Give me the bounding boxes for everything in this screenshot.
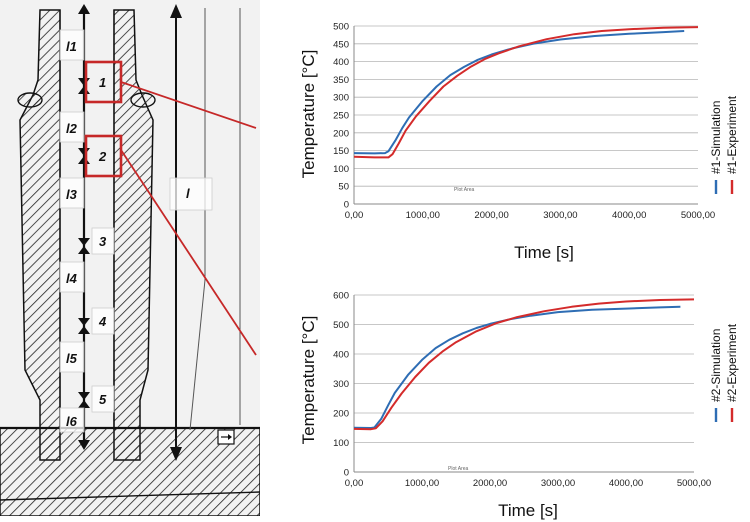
- legend-label: #1-Experiment: [725, 95, 739, 174]
- y-tick-label: 200: [333, 128, 349, 139]
- x-tick-label: 3000,00: [541, 478, 575, 489]
- label-l5: l5: [66, 351, 78, 366]
- chart-2-legend: #2-Simulation #2-Experiment: [709, 323, 739, 422]
- legend-label: #2-Experiment: [725, 323, 739, 402]
- label-l1: l1: [66, 39, 77, 54]
- point-label-3: 3: [99, 234, 107, 249]
- series-line-#1-Experiment: [353, 26, 699, 159]
- chart-1-x-ticks: 0,00 1000,00 2000,00 3000,00 4000,00 5000,00: [345, 210, 715, 221]
- x-tick-label: 5000,00: [681, 210, 715, 221]
- chart-2-series: [353, 298, 695, 431]
- chart-2-plot-area-label: Plot Area: [448, 466, 469, 472]
- y-tick-label: 400: [333, 57, 349, 68]
- point-label-5: 5: [99, 392, 107, 407]
- legend-label: #1-Simulation: [709, 101, 723, 174]
- chart-1-y-ticks: 0 50 100 150 200 250 300 350 400 450 500: [333, 22, 349, 211]
- chart-1-grid: [354, 25, 698, 205]
- x-tick-label: 3000,00: [543, 210, 577, 221]
- series-line-#2-Experiment: [353, 298, 695, 431]
- label-l-total: l: [186, 186, 190, 201]
- point-label-2: 2: [98, 149, 107, 164]
- chart-2-y-axis-label: Temperature [°C]: [299, 316, 318, 445]
- y-tick-label: 600: [333, 291, 349, 302]
- legend-label: #2-Simulation: [709, 329, 723, 402]
- y-tick-label: 150: [333, 146, 349, 157]
- y-tick-label: 300: [333, 93, 349, 104]
- label-l6: l6: [66, 414, 78, 429]
- y-tick-label: 100: [333, 438, 349, 449]
- chart-point-2: 0 100 200 300 400 500 600 0,00 1000,00 2000,00 30…: [299, 291, 739, 521]
- x-tick-label: 4000,00: [612, 210, 646, 221]
- y-tick-label: 450: [333, 39, 349, 50]
- y-tick-label: 500: [333, 320, 349, 331]
- chart-2-x-ticks: 0,00 1000,00 2000,00 3000,00 4000,00 5000,00: [345, 478, 711, 489]
- label-l3: l3: [66, 187, 78, 202]
- y-tick-label: 50: [338, 182, 349, 193]
- sketch-labels: l1 l2 l3 l4 l5 l6 1 2 3 4 5 l: [66, 39, 190, 429]
- chart-1-x-axis-label: Time [s]: [514, 243, 574, 262]
- x-tick-label: 2000,00: [473, 478, 507, 489]
- point-label-1: 1: [99, 75, 106, 90]
- y-tick-label: 200: [333, 409, 349, 420]
- chart-point-1: 0 50 100 150 200 250 300 350 400 450 500 0,00 1000,…: [299, 22, 739, 263]
- y-tick-label: 0: [344, 468, 349, 479]
- chart-2-x-axis-label: Time [s]: [498, 501, 558, 520]
- chart-1-axes: [353, 26, 698, 205]
- pipe-sketch: l1 l2 l3 l4 l5 l6 1 2 3 4 5 l: [0, 0, 260, 516]
- y-tick-label: 0: [344, 200, 349, 211]
- x-tick-label: 1000,00: [406, 210, 440, 221]
- series-line-#2-Simulation: [353, 305, 681, 429]
- x-tick-label: 1000,00: [405, 478, 439, 489]
- x-tick-label: 4000,00: [609, 478, 643, 489]
- x-tick-label: 5000,00: [677, 478, 711, 489]
- x-tick-label: 2000,00: [474, 210, 508, 221]
- y-tick-label: 100: [333, 164, 349, 175]
- chart-1-series: [353, 26, 699, 159]
- y-tick-label: 500: [333, 22, 349, 33]
- chart-2-y-ticks: 0 100 200 300 400 500 600: [333, 291, 349, 479]
- connector-arrows: [120, 81, 257, 356]
- label-l2: l2: [66, 121, 78, 136]
- y-tick-label: 300: [333, 379, 349, 390]
- chart-2-axes: [353, 295, 694, 473]
- y-tick-label: 400: [333, 350, 349, 361]
- y-tick-label: 250: [333, 111, 349, 122]
- point-label-4: 4: [98, 314, 107, 329]
- flange: [17, 92, 156, 108]
- chart-1-plot-area-label: Plot Area: [454, 187, 475, 193]
- label-boxes: [59, 29, 213, 433]
- base-plate: [0, 426, 260, 516]
- point-2-highlight: [84, 134, 123, 178]
- chart-1-y-axis-label: Temperature [°C]: [299, 50, 318, 179]
- x-tick-label: 0,00: [345, 210, 364, 221]
- corner-marker: [217, 429, 235, 445]
- chart-1-legend: #1-Simulation #1-Experiment: [709, 95, 739, 194]
- chart-2-grid: [354, 294, 694, 473]
- x-tick-label: 0,00: [345, 478, 364, 489]
- thin-lines: [189, 8, 241, 431]
- series-line-#1-Simulation: [353, 30, 685, 155]
- y-tick-label: 350: [333, 75, 349, 86]
- label-l4: l4: [66, 271, 78, 286]
